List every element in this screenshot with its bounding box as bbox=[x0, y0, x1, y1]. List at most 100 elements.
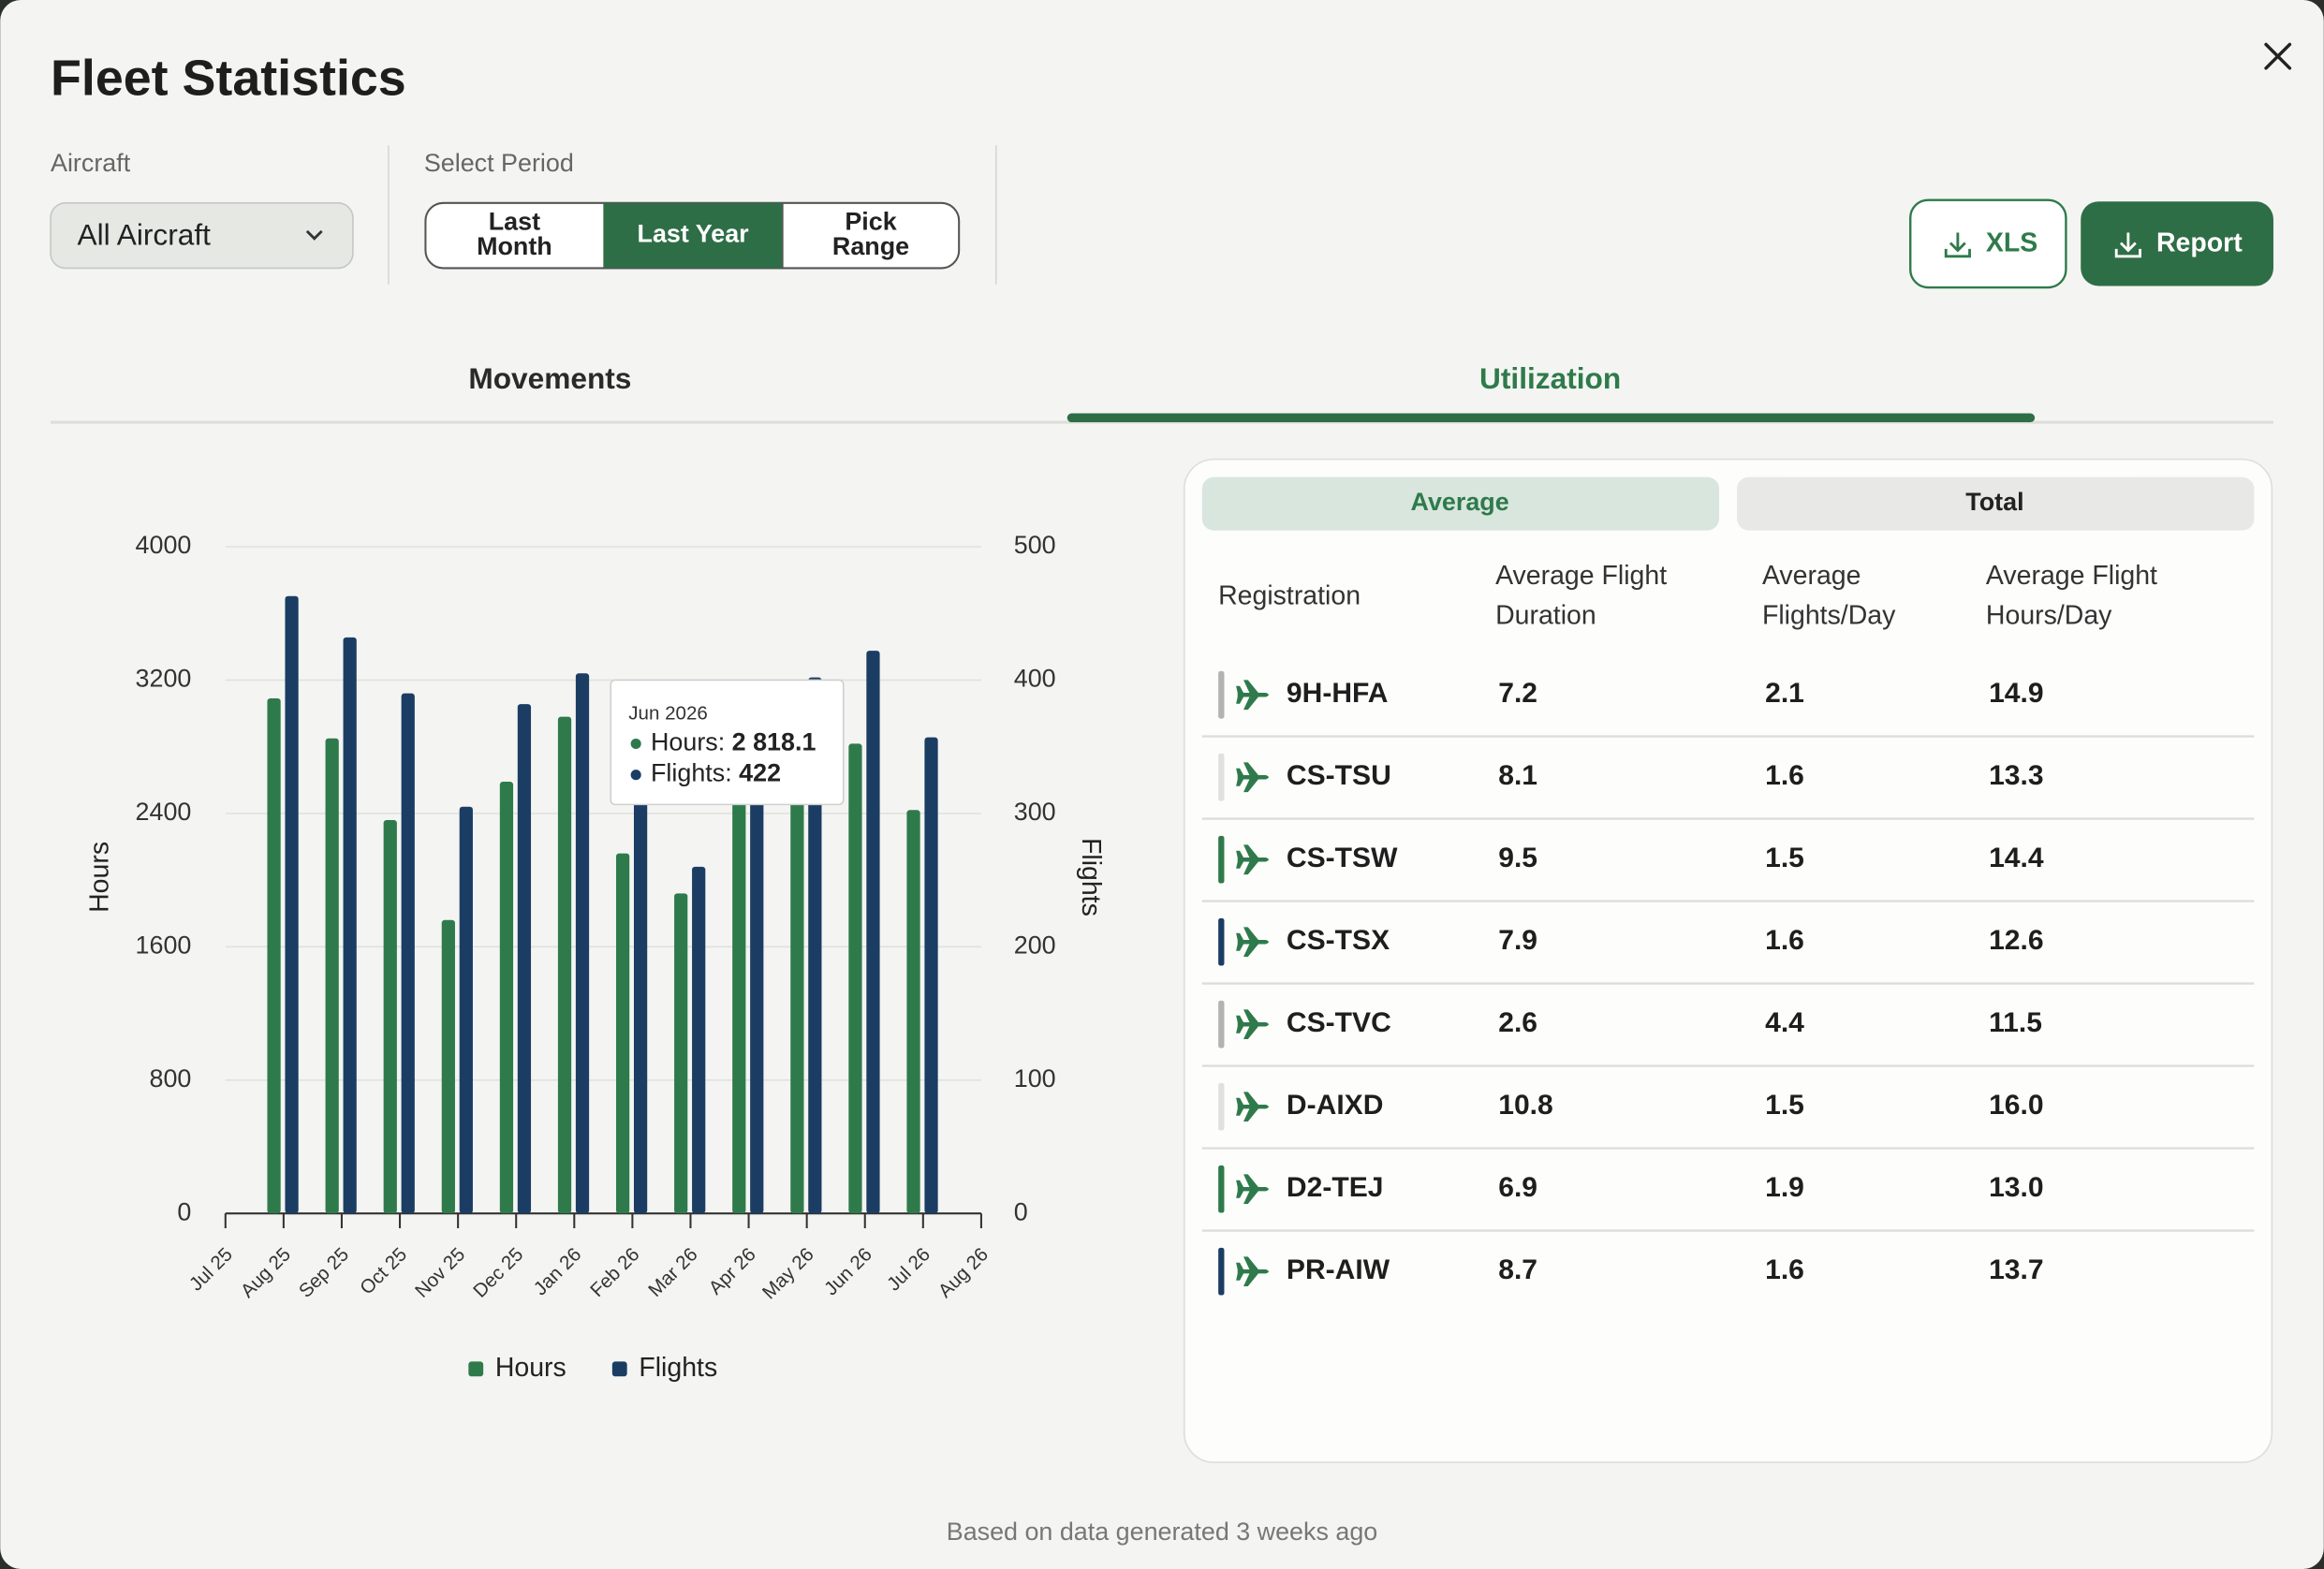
table-cell: 13.3 bbox=[1989, 760, 2043, 791]
subtab[interactable]: Average bbox=[1201, 477, 1720, 531]
table-row[interactable]: CS-TSX 7.9 1.6 12.6 bbox=[1201, 917, 2255, 985]
aircraft-color bbox=[1218, 917, 1225, 966]
download-icon bbox=[1944, 232, 1971, 258]
table-row[interactable]: D2-TEJ 6.9 1.9 13.0 bbox=[1201, 1165, 2255, 1232]
plane-icon bbox=[1236, 1256, 1269, 1287]
dialog-title: Fleet Statistics bbox=[51, 50, 406, 106]
aircraft-label: Aircraft bbox=[51, 149, 131, 177]
plane-icon bbox=[1236, 927, 1269, 958]
legend-label: Flights bbox=[639, 1353, 717, 1383]
tooltip-line: Hours: 2 818.1 bbox=[651, 728, 816, 756]
table-row[interactable]: PR-AIW 8.7 1.6 13.7 bbox=[1218, 1247, 2044, 1296]
bar bbox=[848, 743, 862, 1214]
registration: CS-TSX bbox=[1287, 925, 1390, 956]
table-cell: 8.7 bbox=[1498, 1254, 1537, 1285]
table-cell: 2.6 bbox=[1498, 1007, 1537, 1038]
legend-swatch bbox=[468, 1361, 484, 1377]
select-box bbox=[50, 202, 354, 270]
tab-label: Utilization bbox=[1479, 361, 1621, 395]
registration: PR-AIW bbox=[1287, 1254, 1390, 1285]
tooltip-title: Jun 2026 bbox=[628, 702, 708, 724]
table-row[interactable]: D-AIXD 10.8 1.5 16.0 bbox=[1201, 1082, 2255, 1150]
bar bbox=[383, 819, 397, 1214]
table-row[interactable]: 9H-HFA 7.2 2.1 14.9 bbox=[1201, 670, 2255, 738]
period-label: Range bbox=[832, 232, 909, 260]
subtab[interactable]: Total bbox=[1737, 477, 2255, 531]
aircraft-color bbox=[1218, 835, 1225, 884]
y2-tick-label: 200 bbox=[1014, 931, 1056, 959]
bar bbox=[692, 866, 706, 1214]
subtab-bg bbox=[1737, 477, 2255, 531]
table-cell: 13.0 bbox=[1989, 1172, 2043, 1203]
table-cell: 4.4 bbox=[1765, 1007, 1804, 1038]
table-cell: 12.6 bbox=[1989, 925, 2043, 956]
table-cell: 7.2 bbox=[1498, 678, 1537, 709]
table-cell: 1.5 bbox=[1765, 1090, 1804, 1121]
plane-icon bbox=[1236, 1174, 1269, 1205]
tooltip-label: Hours: bbox=[651, 728, 725, 756]
table-cell: 16.0 bbox=[1989, 1090, 2043, 1121]
y2-tick-label: 500 bbox=[1014, 531, 1056, 559]
period-option[interactable]: Last Year bbox=[603, 202, 783, 269]
report-button[interactable]: Report bbox=[2081, 201, 2273, 286]
registration: D-AIXD bbox=[1287, 1090, 1384, 1121]
legend-label: Hours bbox=[495, 1353, 566, 1383]
aircraft-color bbox=[1218, 1165, 1225, 1213]
table-cell: 14.4 bbox=[1989, 843, 2044, 873]
plane-icon bbox=[1236, 762, 1269, 793]
download-icon bbox=[2114, 232, 2141, 258]
tabs: Movements Utilization bbox=[468, 361, 2036, 423]
table-cell: 9.5 bbox=[1498, 843, 1537, 873]
active-tab-indicator bbox=[1066, 413, 2036, 423]
bar bbox=[674, 893, 688, 1214]
aircraft-select[interactable]: All Aircraft bbox=[50, 202, 354, 270]
bar bbox=[401, 693, 415, 1214]
bar bbox=[790, 780, 804, 1214]
tab[interactable]: Utilization bbox=[1066, 361, 2036, 423]
close-button[interactable] bbox=[2264, 42, 2292, 70]
tab[interactable]: Movements bbox=[468, 361, 631, 395]
table-row[interactable]: CS-TSU 8.1 1.6 13.3 bbox=[1201, 753, 2255, 820]
bar bbox=[732, 780, 746, 1214]
period-label: Last bbox=[489, 207, 540, 235]
utilization-table: Average Total Registration Average Flight Du… bbox=[1201, 477, 2255, 1296]
bar bbox=[441, 919, 455, 1214]
subtab-bg bbox=[1201, 477, 1720, 531]
table-row[interactable]: CS-TSW 9.5 1.5 14.4 bbox=[1201, 835, 2255, 902]
y-tick-label: 1600 bbox=[136, 931, 192, 959]
aircraft-color bbox=[1218, 670, 1225, 719]
table-row[interactable]: CS-TVC 2.6 4.4 11.5 bbox=[1201, 1000, 2255, 1067]
y2-tick-label: 400 bbox=[1014, 665, 1056, 693]
column-header: Average Flight bbox=[1986, 561, 2157, 591]
subtab-label: Average bbox=[1411, 488, 1509, 516]
button-frame bbox=[2081, 201, 2273, 286]
button-label: XLS bbox=[1986, 228, 2037, 258]
y-tick-label: 4000 bbox=[136, 531, 192, 559]
bar bbox=[459, 806, 473, 1214]
plane-icon bbox=[1236, 680, 1269, 711]
bar bbox=[325, 738, 339, 1214]
tooltip-box bbox=[610, 679, 845, 806]
chevron bbox=[305, 229, 323, 241]
bar bbox=[499, 782, 514, 1214]
close-icon bbox=[2264, 42, 2292, 70]
bar bbox=[866, 651, 880, 1214]
table-cell: 6.9 bbox=[1498, 1172, 1537, 1203]
select-value: All Aircraft bbox=[78, 218, 212, 252]
footer-note: Based on data generated 3 weeks ago bbox=[947, 1518, 1377, 1546]
table-cell: 2.1 bbox=[1765, 678, 1804, 709]
xls-button[interactable]: XLS bbox=[1909, 198, 2067, 289]
y2-tick-label: 300 bbox=[1014, 798, 1056, 826]
registration: CS-TSU bbox=[1287, 760, 1391, 791]
tooltip-line: Flights: 422 bbox=[651, 759, 781, 787]
aircraft-color bbox=[1218, 1082, 1225, 1131]
registration: CS-TVC bbox=[1287, 1007, 1391, 1038]
tooltip-label: Flights: bbox=[651, 759, 732, 787]
subtab-label: Total bbox=[1965, 488, 2023, 516]
bar bbox=[575, 673, 590, 1214]
bar bbox=[633, 773, 648, 1214]
